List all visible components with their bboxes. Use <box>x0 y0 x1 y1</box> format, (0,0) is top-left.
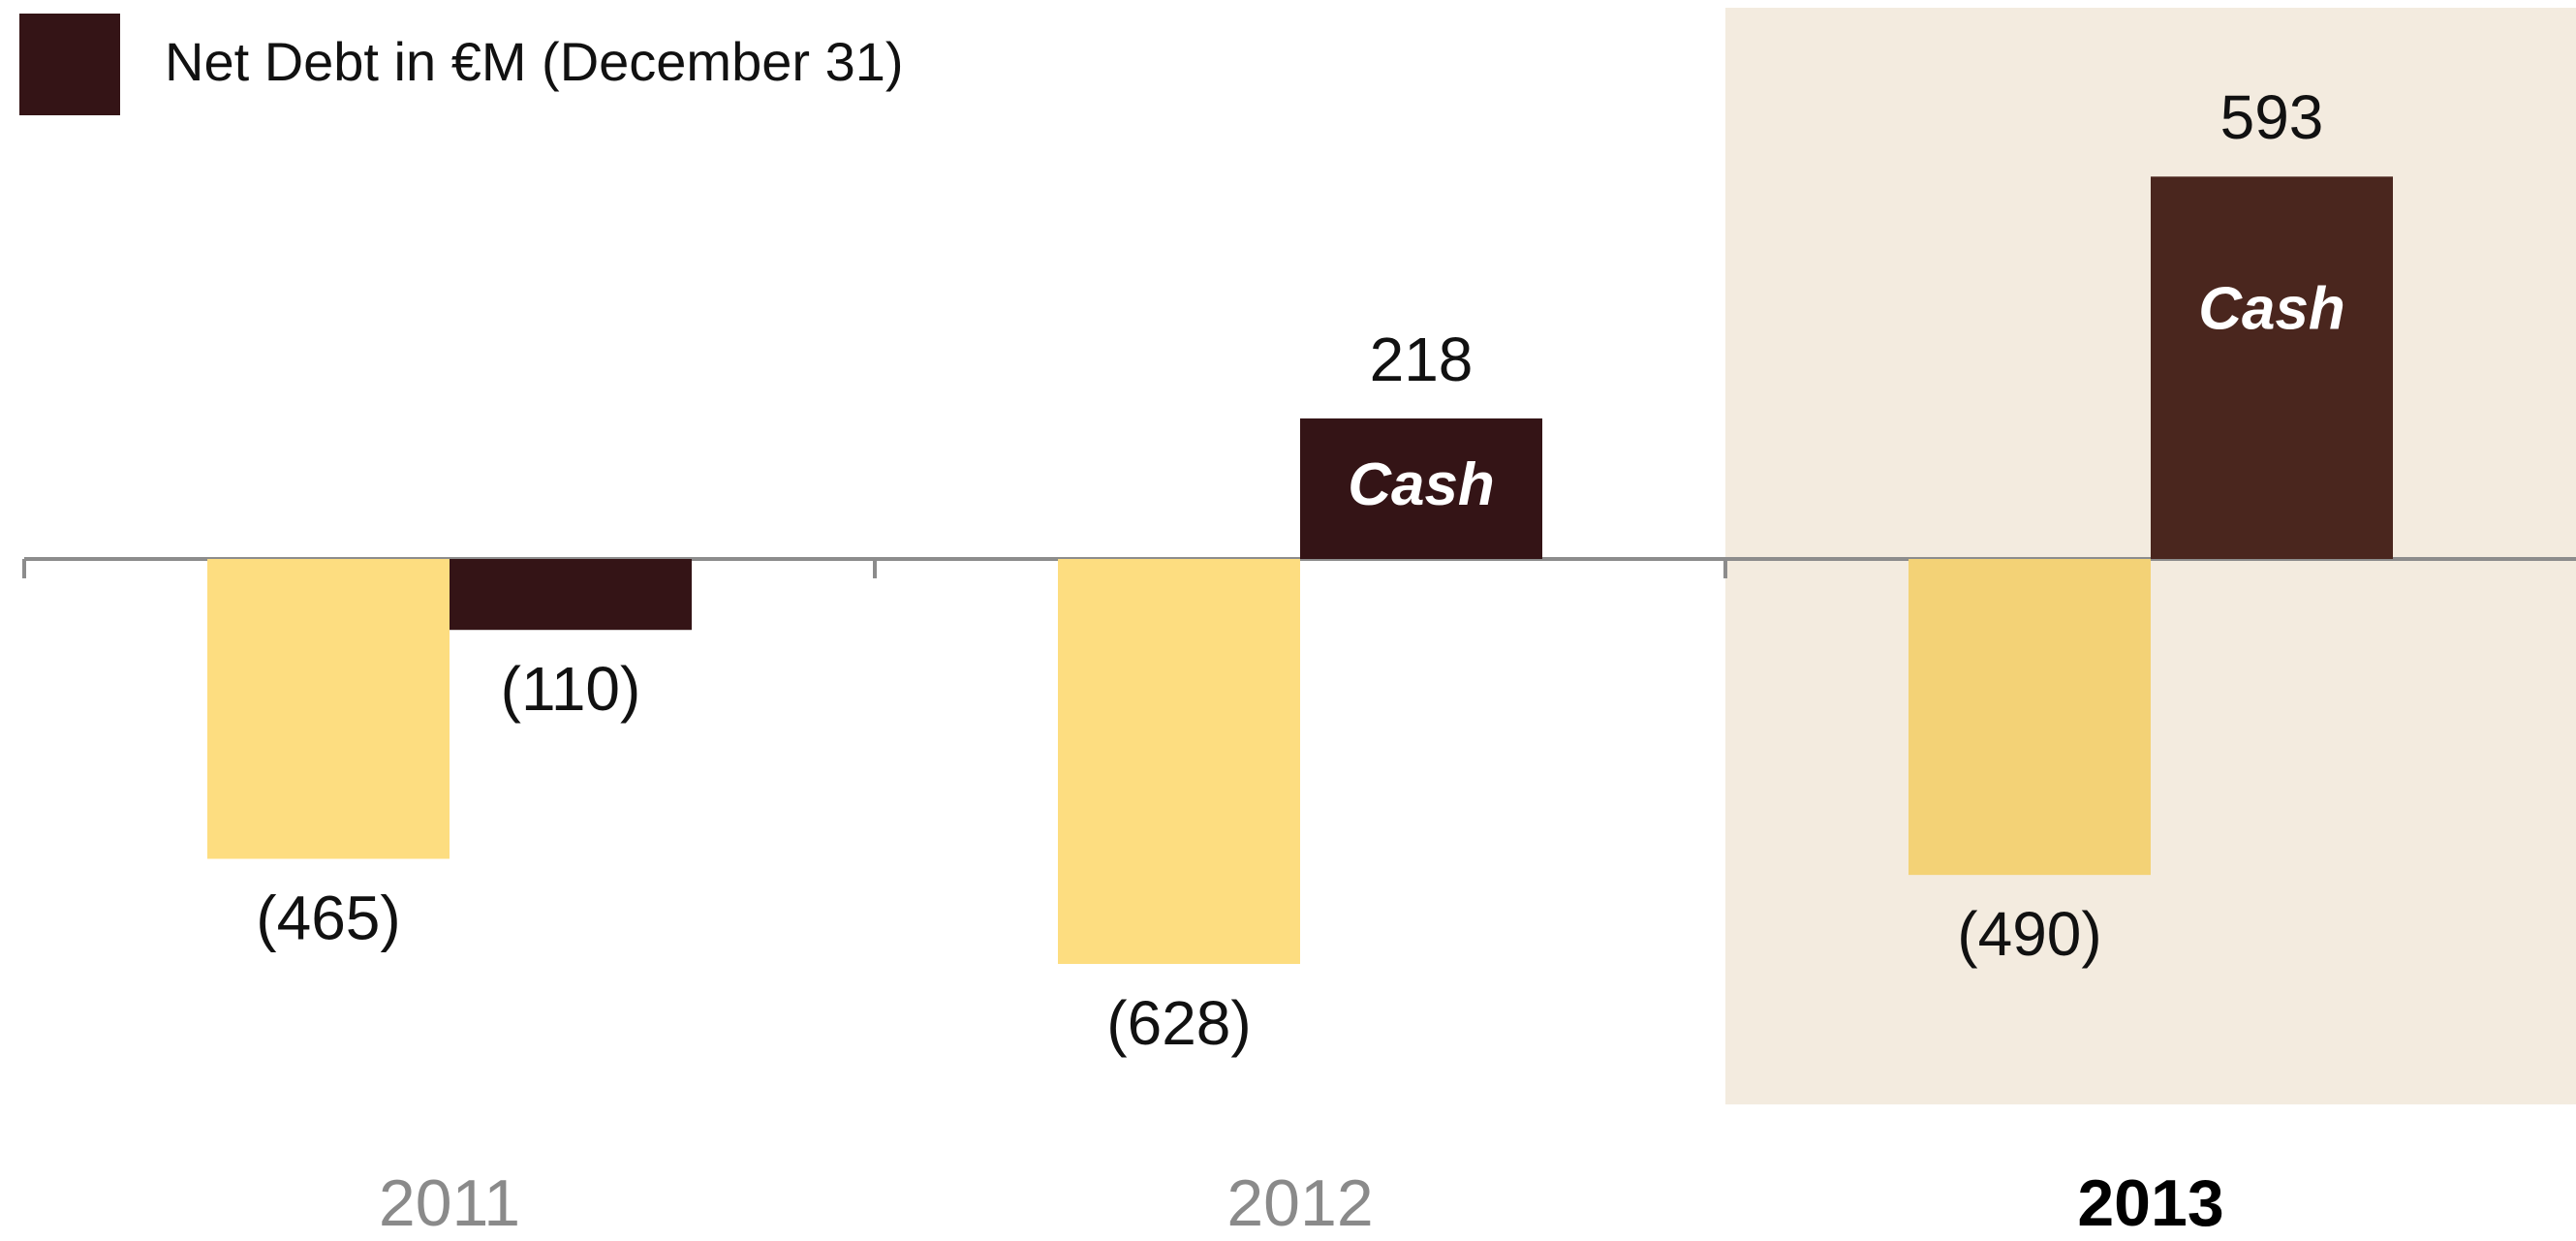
legend-swatch <box>19 14 120 115</box>
value-label: (628) <box>1106 988 1251 1058</box>
bar <box>1058 559 1300 964</box>
value-label: (110) <box>501 654 641 724</box>
x-tick-label: 2011 <box>379 1166 520 1240</box>
bar-label: Cash <box>1348 451 1495 518</box>
bar <box>1909 559 2151 876</box>
x-tick-label: 2013 <box>2077 1166 2223 1240</box>
legend-label: Net Debt in €M (December 31) <box>165 31 904 92</box>
bar-label: Cash <box>2198 276 2345 343</box>
bar <box>2151 176 2393 559</box>
bar <box>207 559 450 859</box>
bar <box>1300 418 1542 559</box>
value-label: (465) <box>256 883 400 952</box>
bar <box>450 559 692 631</box>
value-label: 593 <box>2220 82 2324 152</box>
x-tick-label: 2012 <box>1226 1166 1373 1240</box>
value-label: 218 <box>1370 325 1474 394</box>
value-label: (490) <box>1957 899 2101 969</box>
